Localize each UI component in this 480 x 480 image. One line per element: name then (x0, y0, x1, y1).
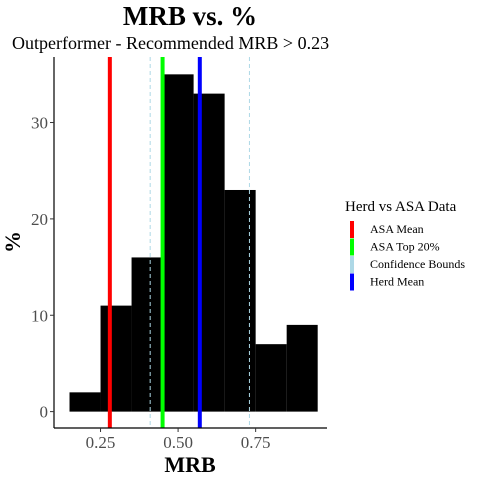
y-tick-label: 0 (40, 403, 49, 422)
y-tick-label: 20 (31, 210, 48, 229)
x-tick-label: 0.75 (241, 433, 271, 452)
x-axis-title: MRB (164, 452, 216, 477)
chart-title: MRB vs. % (123, 1, 257, 31)
histogram-bar-6 (224, 189, 256, 412)
legend-key-1 (350, 221, 354, 238)
histogram-bar-7 (255, 344, 287, 412)
legend-key-3 (350, 256, 354, 273)
histogram-bar-2 (100, 305, 132, 412)
y-axis-title: % (0, 231, 25, 253)
y-tick-label: 10 (31, 306, 48, 325)
legend-key-4 (350, 273, 354, 291)
legend-label-1: ASA Mean (370, 222, 424, 236)
axes: 0 10 20 30 0.25 0.50 0.75 (31, 57, 327, 452)
legend-title: Herd vs ASA Data (345, 199, 457, 215)
histogram-bar-4 (162, 74, 194, 412)
legend-label-4: Herd Mean (370, 275, 424, 289)
legend: Herd vs ASA Data ASA Mean ASA Top 20% Conf… (345, 199, 465, 291)
histogram-bar-3 (131, 257, 163, 412)
y-tick-label: 30 (31, 114, 48, 133)
legend-key-2 (350, 238, 354, 256)
x-tick-label: 0.25 (86, 433, 116, 452)
histogram-bar-8 (286, 324, 318, 412)
plot-area (69, 57, 318, 428)
legend-label-2: ASA Top 20% (370, 240, 440, 254)
chart-subtitle: Outperformer - Recommended MRB > 0.23 (12, 33, 329, 53)
x-tick-label: 0.50 (163, 433, 193, 452)
legend-label-3: Confidence Bounds (370, 257, 465, 271)
histogram-bar-1 (69, 392, 101, 412)
